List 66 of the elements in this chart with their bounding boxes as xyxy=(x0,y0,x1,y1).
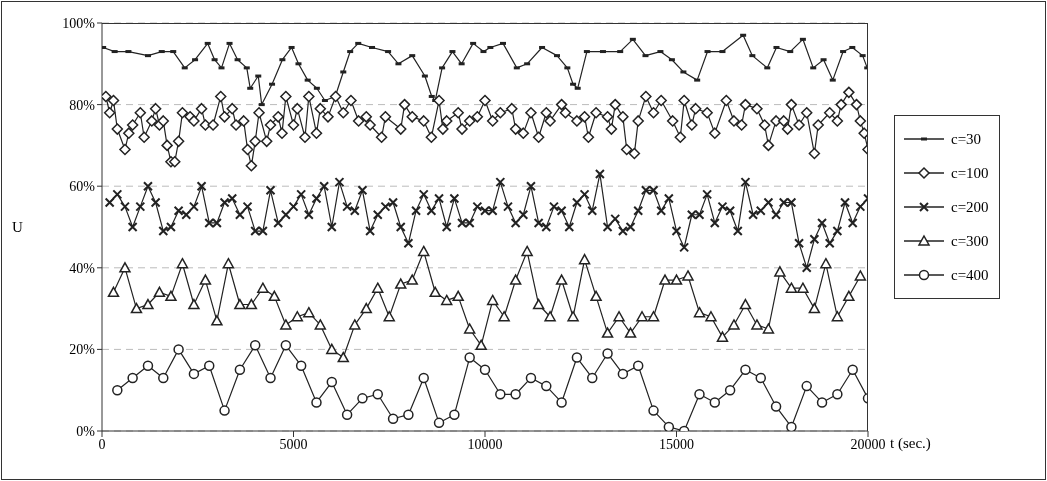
point xyxy=(188,368,200,380)
point xyxy=(816,397,828,408)
point xyxy=(663,421,675,431)
point xyxy=(357,393,368,404)
point xyxy=(295,360,307,371)
point xyxy=(433,417,445,429)
point xyxy=(479,364,491,376)
point xyxy=(495,389,506,400)
y-tick-label: 0% xyxy=(76,423,96,439)
x-tick-label: 20000 xyxy=(850,436,886,452)
point xyxy=(280,340,292,351)
point xyxy=(602,348,613,359)
point xyxy=(709,397,721,408)
y-axis-title: U xyxy=(12,219,23,236)
point xyxy=(541,380,552,392)
point xyxy=(801,380,812,392)
point xyxy=(372,389,384,400)
y-tick-label: 40% xyxy=(69,260,96,276)
point xyxy=(464,352,475,363)
x-tick-label: 5000 xyxy=(279,436,308,452)
legend-label: c=400 xyxy=(951,266,989,284)
point xyxy=(740,364,751,376)
point xyxy=(724,384,736,396)
point xyxy=(786,421,797,431)
point xyxy=(586,372,598,384)
point xyxy=(571,352,583,363)
point xyxy=(265,372,276,384)
point xyxy=(341,409,353,420)
x-tick-label: 10000 xyxy=(467,436,503,452)
x-tick-label: 0 xyxy=(98,436,106,452)
legend-label: c=300 xyxy=(951,232,989,250)
x-axis-title: t (sec.) xyxy=(890,435,931,452)
point xyxy=(158,372,169,384)
legend-label: c=30 xyxy=(951,130,982,148)
point xyxy=(525,372,537,384)
point xyxy=(847,364,858,376)
y-tick-label: 60% xyxy=(69,179,96,195)
point xyxy=(219,405,230,416)
point xyxy=(311,397,322,408)
point xyxy=(127,372,138,384)
legend-label: c=100 xyxy=(951,164,989,182)
point xyxy=(234,364,246,376)
point xyxy=(755,372,767,384)
point xyxy=(387,413,399,425)
point xyxy=(112,384,123,396)
point xyxy=(632,360,644,371)
point xyxy=(418,372,429,384)
point xyxy=(449,409,460,420)
point xyxy=(617,368,629,380)
y-tick-label: 100% xyxy=(62,15,96,31)
point xyxy=(510,389,521,400)
point xyxy=(832,389,843,400)
point xyxy=(770,401,782,412)
point xyxy=(203,360,215,371)
point xyxy=(403,409,414,420)
point xyxy=(142,360,154,371)
x-tick-label: 15000 xyxy=(659,436,694,452)
y-tick-label: 20% xyxy=(69,342,96,358)
point xyxy=(694,389,705,400)
point xyxy=(173,344,184,355)
point xyxy=(249,340,261,351)
point xyxy=(326,376,338,388)
legend-label: c=200 xyxy=(951,198,989,216)
y-tick-label: 80% xyxy=(69,97,96,113)
point xyxy=(648,405,659,416)
point xyxy=(556,397,567,408)
